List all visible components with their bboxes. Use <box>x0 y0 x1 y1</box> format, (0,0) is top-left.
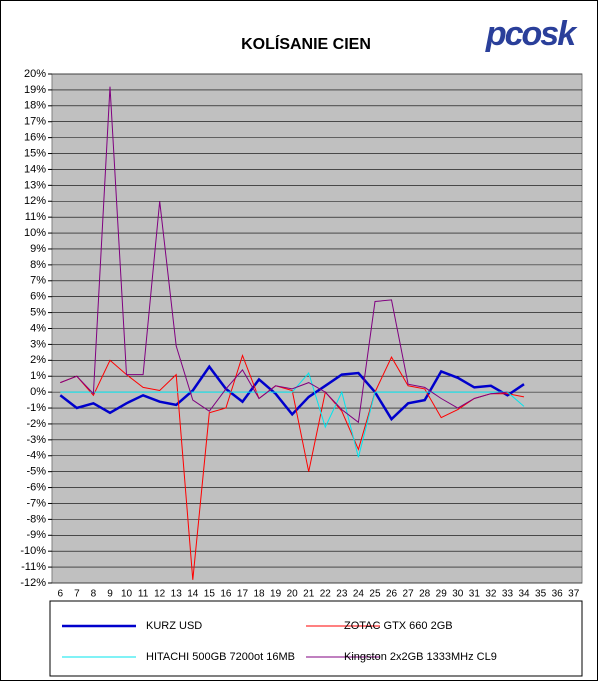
x-tick-label: 30 <box>452 589 464 600</box>
series-line <box>59 364 525 422</box>
x-tick-label: 23 <box>336 589 348 600</box>
y-tick-label: 3% <box>30 338 46 350</box>
y-tick-label: 18% <box>24 100 46 112</box>
y-tick-label: 8% <box>30 259 46 271</box>
x-tick-label: 26 <box>386 589 398 600</box>
x-tick-label: 29 <box>436 589 448 600</box>
x-tick-label: 28 <box>419 589 431 600</box>
series-line <box>60 371 525 458</box>
x-tick-label: 14 <box>187 589 199 600</box>
y-tick-label: 1% <box>30 370 46 382</box>
y-tick-label: 10% <box>24 227 46 239</box>
y-tick-label: 12% <box>24 195 46 207</box>
y-tick-label: -10% <box>20 545 46 557</box>
legend-label: HITACHI 500GB 7200ot 16MB <box>146 651 295 663</box>
y-tick-label: 15% <box>24 147 46 159</box>
x-tick-label: 33 <box>502 589 514 600</box>
y-tick-label: 6% <box>30 291 46 303</box>
series-line <box>60 86 508 424</box>
legend-label: KURZ USD <box>146 620 202 632</box>
x-tick-label: 18 <box>253 589 265 600</box>
y-tick-label: 7% <box>30 275 46 287</box>
series-line <box>60 353 525 580</box>
y-tick-label: -7% <box>26 497 46 509</box>
y-tick-label: -6% <box>26 481 46 493</box>
x-tick-label: 10 <box>121 589 133 600</box>
x-tick-label: 19 <box>270 589 282 600</box>
x-tick-label: 24 <box>353 589 365 600</box>
y-tick-label: 2% <box>30 354 46 366</box>
x-tick-label: 9 <box>107 589 113 600</box>
y-tick-label: -1% <box>26 402 46 414</box>
y-tick-label: 14% <box>24 163 46 175</box>
y-tick-label: 5% <box>30 307 46 319</box>
x-tick-label: 15 <box>204 589 216 600</box>
y-tick-label: 4% <box>30 322 46 334</box>
legend-label: Kingston 2x2GB 1333MHz CL9 <box>344 651 497 663</box>
logo: pcosk <box>485 15 578 53</box>
y-tick-label: 9% <box>30 243 46 255</box>
x-tick-label: 35 <box>535 589 547 600</box>
x-tick-label: 13 <box>171 589 183 600</box>
y-tick-label: -4% <box>26 450 46 462</box>
y-tick-label: 16% <box>24 132 46 144</box>
x-tick-label: 6 <box>58 589 64 600</box>
x-tick-label: 11 <box>138 589 149 600</box>
x-tick-label: 22 <box>320 589 332 600</box>
x-tick-label: 8 <box>91 589 97 600</box>
y-tick-label: -12% <box>20 577 46 589</box>
y-tick-label: 17% <box>24 116 46 128</box>
y-tick-label: 11% <box>25 211 46 223</box>
y-tick-label: 20% <box>24 68 46 80</box>
x-tick-label: 36 <box>552 589 564 600</box>
x-tick-label: 17 <box>237 589 249 600</box>
x-tick-label: 25 <box>369 589 381 600</box>
y-tick-label: -2% <box>26 418 46 430</box>
x-tick-label: 12 <box>154 589 166 600</box>
x-tick-label: 20 <box>287 589 299 600</box>
chart-title: KOLÍSANIE CIEN <box>241 34 371 53</box>
legend-label: ZOTAC GTX 660 2GB <box>344 620 453 632</box>
y-tick-label: -5% <box>26 466 46 478</box>
x-tick-label: 7 <box>74 589 80 600</box>
x-tick-label: 37 <box>568 589 580 600</box>
y-tick-label: 19% <box>24 84 46 96</box>
y-tick-label: -11% <box>21 561 46 573</box>
y-tick-label: 13% <box>24 179 46 191</box>
y-tick-label: -9% <box>26 529 46 541</box>
y-tick-label: 0% <box>30 386 46 398</box>
x-tick-label: 34 <box>518 589 530 600</box>
x-tick-label: 32 <box>485 589 497 600</box>
x-tick-label: 21 <box>303 589 315 600</box>
x-tick-label: 27 <box>403 589 415 600</box>
x-tick-label: 16 <box>220 589 232 600</box>
y-tick-label: -8% <box>26 513 46 525</box>
legend <box>49 600 583 677</box>
y-tick-label: -3% <box>26 434 46 446</box>
x-tick-label: 31 <box>469 589 481 600</box>
